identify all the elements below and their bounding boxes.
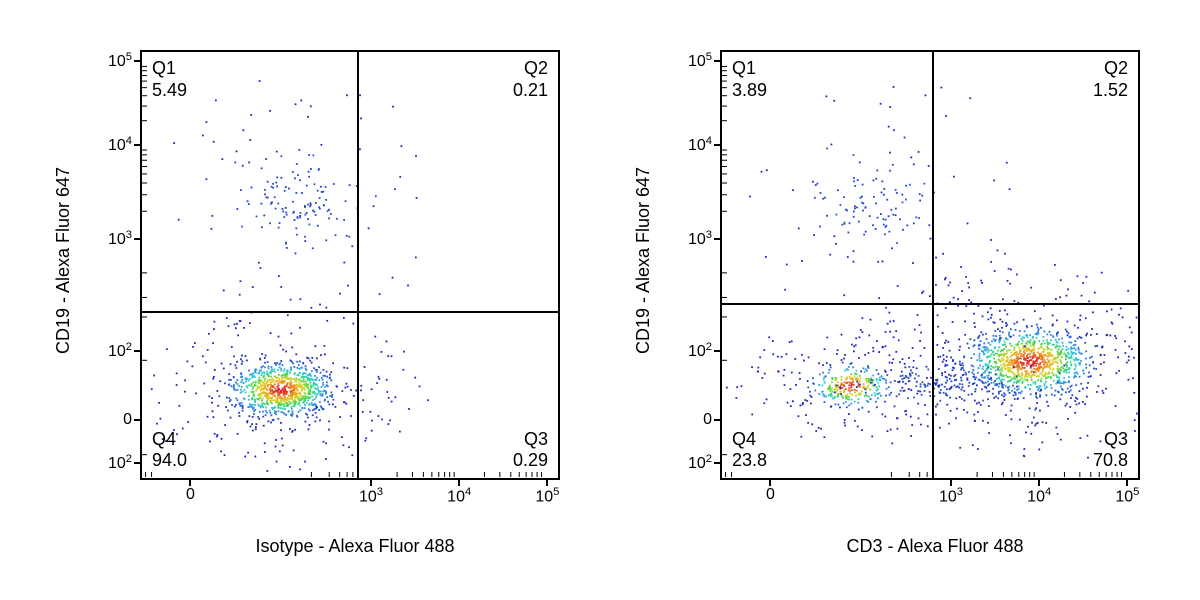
quadrant-hline	[722, 303, 1138, 305]
y-tick-label: 102	[108, 453, 132, 473]
x-tick-label: 0	[766, 486, 775, 504]
quadrant-hline	[142, 311, 558, 313]
y-tick-label: 0	[123, 411, 132, 429]
y-tick-label: 0	[703, 411, 712, 429]
y-tick-label: 104	[108, 134, 132, 154]
q3-label: Q370.8	[1093, 429, 1128, 472]
y-tick-label: 103	[688, 229, 712, 249]
q4-label: Q423.8	[732, 429, 767, 472]
y-axis-label: CD19 - Alexa Fluor 647	[630, 40, 658, 480]
x-tick-label: 103	[359, 486, 383, 506]
x-tick-label: 0	[186, 486, 195, 504]
y-tick-area: 102 0 102 103 104 105	[658, 50, 720, 480]
q1-label: Q13.89	[732, 58, 767, 101]
quadrant-vline	[357, 52, 359, 478]
q3-label: Q30.29	[513, 429, 548, 472]
x-tick-label: 103	[939, 486, 963, 506]
x-tick-label: 104	[1027, 486, 1051, 506]
x-tick-area: 0 103 104 105	[140, 480, 560, 520]
q1-label: Q15.49	[152, 58, 187, 101]
panel-left: CD19 - Alexa Fluor 647 1020102103104105 …	[50, 40, 570, 560]
x-axis-label: CD3 - Alexa Fluor 488	[720, 532, 1150, 560]
scatter-svg	[142, 52, 558, 478]
q2-label: Q21.52	[1093, 58, 1128, 101]
x-tick-label: 105	[1115, 486, 1139, 506]
panel-row: CD19 - Alexa Fluor 647 1020102103104105 …	[50, 40, 1150, 560]
y-axis-label: CD19 - Alexa Fluor 647	[50, 40, 78, 480]
scatter-svg	[722, 52, 1138, 478]
y-tick-area: 102 0 102 103 104 105	[78, 50, 140, 480]
y-tick-label: 104	[688, 134, 712, 154]
panel-right: CD19 - Alexa Fluor 647 1020102103104105 …	[630, 40, 1150, 560]
x-tick-label: 105	[535, 486, 559, 506]
y-tick-label: 102	[688, 453, 712, 473]
y-tick-label: 105	[108, 51, 132, 71]
x-tick-area: 0 103 104 105	[720, 480, 1140, 520]
y-tick-label: 103	[108, 229, 132, 249]
y-tick-label: 102	[108, 341, 132, 361]
x-axis-label: Isotype - Alexa Fluor 488	[140, 532, 570, 560]
y-tick-label: 102	[688, 341, 712, 361]
q4-label: Q494.0	[152, 429, 187, 472]
quadrant-vline	[932, 52, 934, 478]
q2-label: Q20.21	[513, 58, 548, 101]
x-tick-label: 104	[447, 486, 471, 506]
plot-area: Q15.49 Q20.21 Q30.29 Q494.0	[140, 50, 560, 480]
plot-area: Q13.89 Q21.52 Q370.8 Q423.8	[720, 50, 1140, 480]
y-tick-label: 105	[688, 51, 712, 71]
